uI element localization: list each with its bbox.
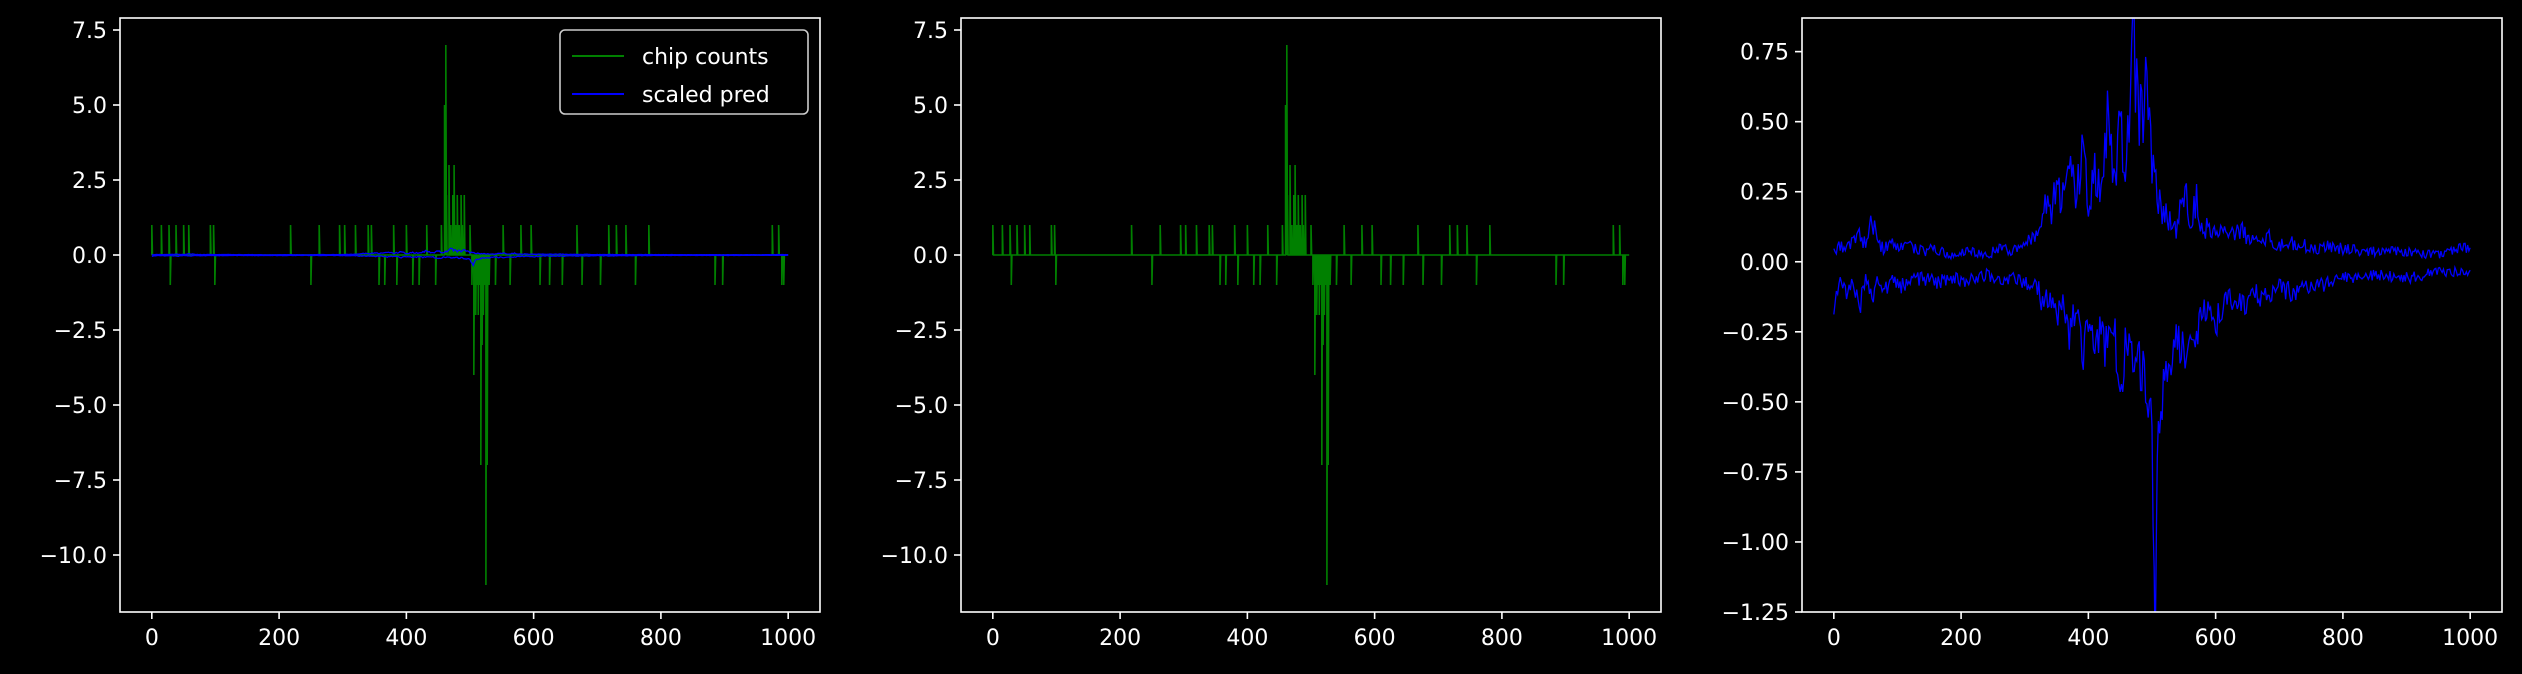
plot-area [151,44,789,586]
series-line-chip-counts [992,44,1630,586]
x-tick-label: 200 [1099,626,1141,651]
y-tick-label: 5.0 [72,94,107,119]
series-line-scaled-pred-upper [1833,18,2471,261]
x-tick-label: 800 [1481,626,1523,651]
y-tick-label: 0.50 [1740,111,1789,136]
y-tick-label: −0.25 [1722,321,1789,346]
y-tick-label: 7.5 [72,19,107,44]
series-line-scaled-pred-lower [1833,264,2471,612]
y-tick-label: 5.0 [913,94,948,119]
plot-area [992,44,1630,586]
axes-frame [1801,17,2503,613]
x-tick-label: 400 [1226,626,1268,651]
axes-frame [119,17,821,613]
x-tick-label: 200 [258,626,300,651]
x-tick-label: 400 [385,626,427,651]
y-tick-label: 2.5 [72,169,107,194]
y-tick-label: −1.25 [1722,601,1789,626]
series-line-scaled-pred-lower [151,254,789,268]
x-tick-label: 1000 [760,626,816,651]
x-tick-label: 800 [2322,626,2364,651]
y-tick-label: −0.75 [1722,461,1789,486]
chart-3: 0 200 400 600 800 1000 0.75 0.50 0.25 0.00 −0.25 −0… [1722,17,2503,651]
x-tick-label: 600 [2195,626,2237,651]
x-tick-label: 0 [145,626,159,651]
x-tick-label: 1000 [2442,626,2498,651]
x-tick-label: 600 [1354,626,1396,651]
x-tick-label: 800 [640,626,682,651]
legend: chip counts scaled pred [559,29,809,115]
y-tick-label: 0.00 [1740,251,1789,276]
y-tick-label: −5.0 [54,394,107,419]
y-tick-label: −10.0 [40,544,107,569]
x-tick-label: 0 [1827,626,1841,651]
y-tick-label: −2.5 [895,319,948,344]
x-tick-label: 1000 [1601,626,1657,651]
x-tick-label: 200 [1940,626,1982,651]
y-tick-label: 0.0 [913,244,948,269]
y-tick-label: 0.75 [1740,41,1789,66]
y-tick-label: −5.0 [895,394,948,419]
y-tick-label: −7.5 [895,469,948,494]
y-tick-label: −2.5 [54,319,107,344]
y-tick-label: −0.50 [1722,391,1789,416]
x-tick-label: 0 [986,626,1000,651]
y-tick-label: −1.00 [1722,531,1789,556]
y-tick-label: 0.0 [72,244,107,269]
axes-frame [960,17,1662,613]
y-tick-label: −7.5 [54,469,107,494]
legend-label: chip counts [642,45,769,70]
y-tick-label: 7.5 [913,19,948,44]
legend-label: scaled pred [642,83,770,108]
chart-1: 0 200 400 600 800 1000 7.5 5.0 2.5 0.0 −2.5 −5.0 −7.… [40,17,821,651]
y-tick-label: −10.0 [881,544,948,569]
chart-2: 0 200 400 600 800 1000 7.5 5.0 2.5 0.0 −2.5 −5.0 −7.… [881,17,1662,651]
y-tick-label: 2.5 [913,169,948,194]
y-tick-label: 0.25 [1740,181,1789,206]
x-tick-label: 400 [2067,626,2109,651]
series-line-scaled-pred-upper [151,247,789,256]
plot-area [1833,18,2471,612]
x-tick-label: 600 [513,626,555,651]
